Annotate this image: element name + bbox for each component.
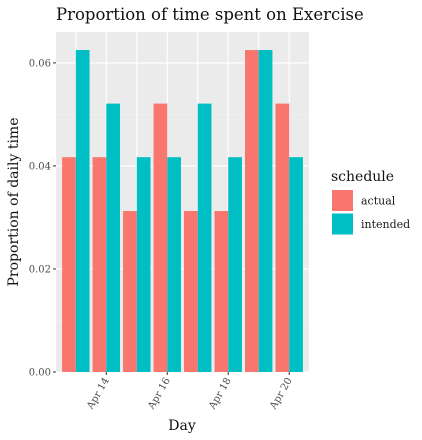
legend-title: schedule xyxy=(331,169,394,185)
y-tick-label: 0.02 xyxy=(29,264,51,275)
bar-actual xyxy=(62,157,76,372)
legend: schedule actual intended xyxy=(331,169,410,235)
bar-actual xyxy=(275,103,290,372)
bar-intended xyxy=(289,157,303,372)
y-tick-label: 0.06 xyxy=(29,58,51,69)
bar-actual xyxy=(214,211,229,372)
x-tick-label: Apr 18 xyxy=(207,376,234,412)
bar-intended xyxy=(106,103,121,372)
legend-label-intended: intended xyxy=(361,218,410,231)
bars xyxy=(62,50,303,372)
x-axis-title: Day xyxy=(168,418,196,434)
y-axis-title: Proportion of daily time xyxy=(6,118,22,287)
bar-intended xyxy=(258,50,273,372)
bar-intended xyxy=(75,50,90,372)
legend-key-intended xyxy=(332,213,353,235)
y-tick-label: 0.04 xyxy=(29,161,51,172)
bar-actual xyxy=(153,103,168,372)
x-tick-label: Apr 16 xyxy=(146,376,173,412)
bar-intended xyxy=(197,103,212,372)
x-tick-label: Apr 20 xyxy=(268,376,295,412)
legend-key-actual xyxy=(332,190,353,211)
bar-intended xyxy=(228,157,242,372)
legend-label-actual: actual xyxy=(361,195,396,208)
bar-actual xyxy=(123,211,137,372)
chart-title: Proportion of time spent on Exercise xyxy=(56,5,364,24)
bar-actual xyxy=(92,157,107,372)
bar-actual xyxy=(244,50,259,372)
bar-intended xyxy=(167,157,181,372)
y-tick-label: 0.00 xyxy=(29,368,51,379)
bar-actual xyxy=(184,211,198,372)
x-tick-label: Apr 14 xyxy=(85,376,112,412)
bar-intended xyxy=(136,157,151,372)
